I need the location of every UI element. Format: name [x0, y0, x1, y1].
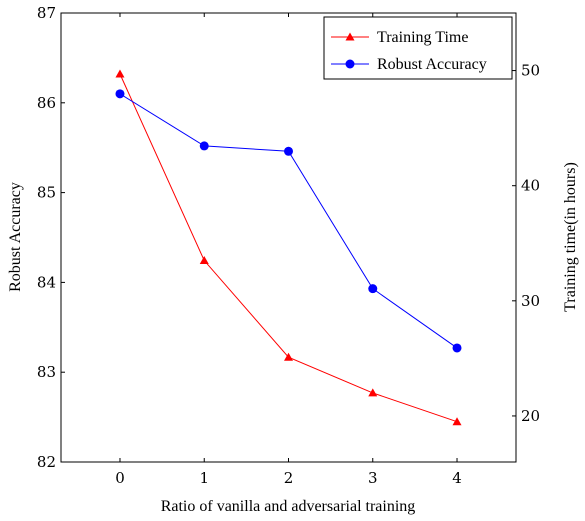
data-point-training-time — [368, 388, 378, 397]
series-line-training-time — [119, 73, 458, 423]
series-line-robust-accuracy — [119, 93, 458, 349]
y-axis-left-title: Robust Accuracy — [7, 182, 24, 292]
y-right-tick-label: 30 — [521, 292, 540, 310]
data-point-training-time — [199, 256, 209, 265]
x-tick-label: 4 — [452, 469, 462, 487]
data-point-training-time — [452, 417, 462, 426]
axis-ticks: 0 1 2 3 4 82 83 84 85 86 87 20 30 40 50 — [37, 4, 540, 487]
y-left-tick-label: 86 — [37, 94, 56, 112]
x-tick-label: 3 — [368, 469, 378, 487]
data-point-robust-accuracy — [368, 284, 378, 294]
y-left-tick-label: 87 — [37, 4, 56, 22]
legend-label-robust-accuracy: Robust Accuracy — [377, 56, 487, 73]
y-right-tick-label: 20 — [521, 407, 540, 425]
data-point-training-time — [284, 352, 293, 361]
plot-area-frame — [60, 12, 517, 463]
legend: Training Time Robust Accuracy — [323, 16, 513, 80]
data-point-robust-accuracy — [115, 89, 125, 99]
y-right-tick-label: 40 — [521, 177, 540, 195]
x-tick-label: 2 — [284, 469, 294, 487]
series-layer — [115, 69, 462, 426]
x-tick-label: 1 — [199, 469, 209, 487]
x-tick-label: 0 — [115, 469, 125, 487]
y-left-tick-label: 84 — [37, 273, 56, 291]
legend-marker-training-time — [345, 32, 355, 41]
legend-marker-robust-accuracy — [345, 59, 355, 69]
legend-label-training-time: Training Time — [377, 29, 468, 46]
data-point-robust-accuracy — [199, 141, 209, 151]
data-point-robust-accuracy — [452, 343, 462, 353]
y-left-tick-label: 85 — [37, 184, 56, 202]
data-point-robust-accuracy — [284, 146, 293, 156]
y-right-tick-label: 50 — [521, 62, 540, 80]
y-axis-right-title: Training time(in hours) — [562, 162, 579, 312]
y-left-tick-label: 82 — [37, 453, 56, 471]
legend-box — [323, 16, 513, 80]
x-axis-title: Ratio of vanilla and adversarial trainin… — [161, 498, 416, 515]
data-point-training-time — [115, 69, 125, 78]
y-left-tick-label: 83 — [37, 363, 56, 381]
